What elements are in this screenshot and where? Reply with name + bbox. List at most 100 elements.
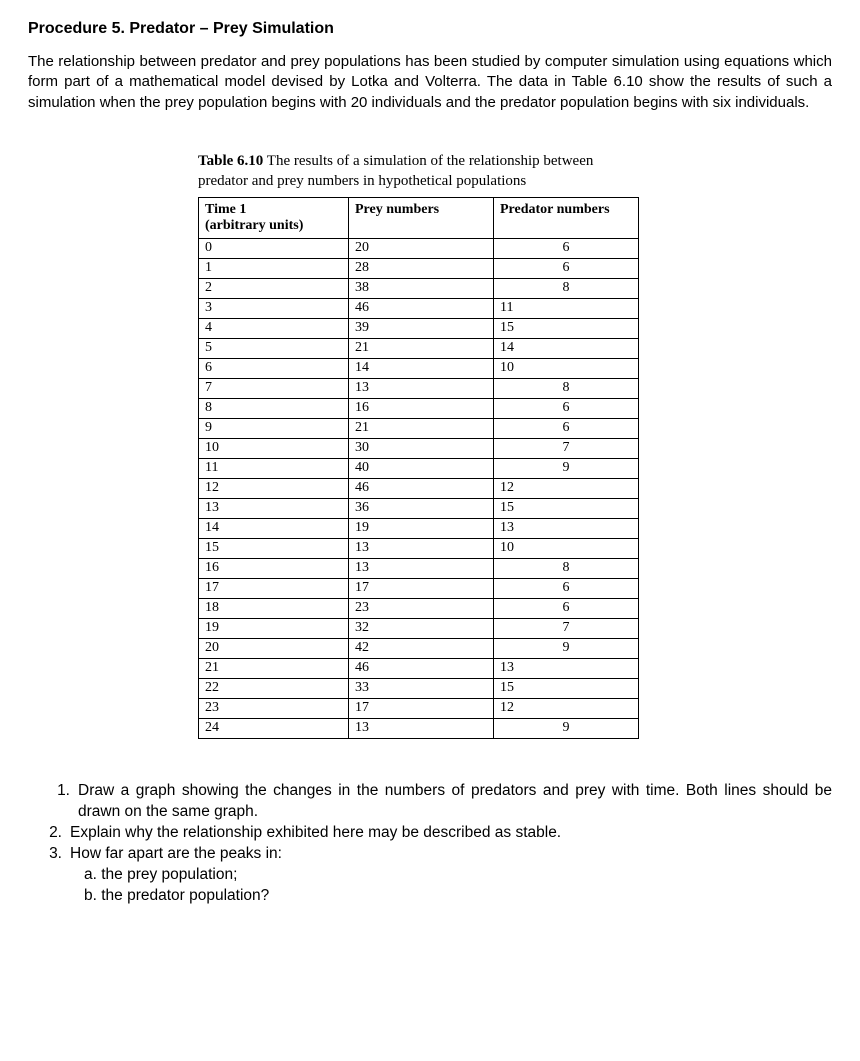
cell-predator: 8 bbox=[494, 559, 639, 579]
cell-predator: 6 bbox=[494, 259, 639, 279]
table-row: 34611 bbox=[199, 299, 639, 319]
table-body: 0206128623883461143915521146141071388166… bbox=[199, 239, 639, 739]
col-header-time: Time 1 (arbitrary units) bbox=[199, 198, 349, 239]
cell-prey: 16 bbox=[349, 399, 494, 419]
table-caption: Table 6.10 The results of a simulation o… bbox=[198, 151, 638, 192]
cell-time: 20 bbox=[199, 639, 349, 659]
cell-predator: 7 bbox=[494, 619, 639, 639]
time-line1: Time 1 bbox=[205, 202, 246, 217]
cell-prey: 20 bbox=[349, 239, 494, 259]
table-row: 10307 bbox=[199, 439, 639, 459]
cell-predator: 8 bbox=[494, 379, 639, 399]
cell-time: 15 bbox=[199, 539, 349, 559]
cell-predator: 6 bbox=[494, 419, 639, 439]
cell-time: 18 bbox=[199, 599, 349, 619]
cell-prey: 46 bbox=[349, 479, 494, 499]
question-3: 3. How far apart are the peaks in: bbox=[28, 844, 832, 865]
table-row: 223315 bbox=[199, 679, 639, 699]
cell-time: 23 bbox=[199, 699, 349, 719]
table-row: 43915 bbox=[199, 319, 639, 339]
cell-time: 1 bbox=[199, 259, 349, 279]
procedure-heading: Procedure 5. Predator – Prey Simulation bbox=[28, 20, 832, 38]
cell-predator: 6 bbox=[494, 599, 639, 619]
table-row: 124612 bbox=[199, 479, 639, 499]
cell-prey: 17 bbox=[349, 579, 494, 599]
cell-prey: 39 bbox=[349, 319, 494, 339]
cell-predator: 13 bbox=[494, 659, 639, 679]
cell-prey: 13 bbox=[349, 719, 494, 739]
cell-time: 19 bbox=[199, 619, 349, 639]
cell-predator: 15 bbox=[494, 679, 639, 699]
table-row: 20429 bbox=[199, 639, 639, 659]
cell-prey: 42 bbox=[349, 639, 494, 659]
question-3a: a. the prey population; bbox=[28, 865, 832, 886]
table-row: 0206 bbox=[199, 239, 639, 259]
cell-time: 9 bbox=[199, 419, 349, 439]
q1-number: 1. bbox=[28, 781, 78, 823]
cell-time: 10 bbox=[199, 439, 349, 459]
cell-time: 12 bbox=[199, 479, 349, 499]
intro-paragraph: The relationship between predator and pr… bbox=[28, 52, 832, 113]
cell-time: 16 bbox=[199, 559, 349, 579]
cell-predator: 12 bbox=[494, 699, 639, 719]
time-line2: (arbitrary units) bbox=[205, 218, 303, 233]
cell-time: 22 bbox=[199, 679, 349, 699]
cell-predator: 9 bbox=[494, 719, 639, 739]
cell-prey: 13 bbox=[349, 539, 494, 559]
cell-predator: 10 bbox=[494, 539, 639, 559]
cell-predator: 13 bbox=[494, 519, 639, 539]
cell-prey: 28 bbox=[349, 259, 494, 279]
table-row: 16138 bbox=[199, 559, 639, 579]
cell-prey: 13 bbox=[349, 559, 494, 579]
table-row: 1286 bbox=[199, 259, 639, 279]
cell-time: 2 bbox=[199, 279, 349, 299]
caption-bold: Table 6.10 bbox=[198, 153, 263, 169]
cell-time: 5 bbox=[199, 339, 349, 359]
cell-time: 3 bbox=[199, 299, 349, 319]
cell-time: 14 bbox=[199, 519, 349, 539]
cell-prey: 33 bbox=[349, 679, 494, 699]
cell-predator: 6 bbox=[494, 579, 639, 599]
cell-predator: 7 bbox=[494, 439, 639, 459]
table-row: 61410 bbox=[199, 359, 639, 379]
questions-block: 1. Draw a graph showing the changes in t… bbox=[28, 781, 832, 907]
cell-prey: 36 bbox=[349, 499, 494, 519]
cell-predator: 9 bbox=[494, 459, 639, 479]
table-row: 19327 bbox=[199, 619, 639, 639]
cell-prey: 13 bbox=[349, 379, 494, 399]
cell-predator: 10 bbox=[494, 359, 639, 379]
cell-predator: 6 bbox=[494, 399, 639, 419]
table-row: 9216 bbox=[199, 419, 639, 439]
cell-time: 7 bbox=[199, 379, 349, 399]
cell-predator: 14 bbox=[494, 339, 639, 359]
table-row: 8166 bbox=[199, 399, 639, 419]
cell-time: 13 bbox=[199, 499, 349, 519]
table-row: 231712 bbox=[199, 699, 639, 719]
q1-text: Draw a graph showing the changes in the … bbox=[78, 781, 832, 823]
cell-prey: 46 bbox=[349, 659, 494, 679]
table-header-row: Time 1 (arbitrary units) Prey numbers Pr… bbox=[199, 198, 639, 239]
cell-predator: 9 bbox=[494, 639, 639, 659]
cell-prey: 19 bbox=[349, 519, 494, 539]
table-row: 214613 bbox=[199, 659, 639, 679]
table-row: 133615 bbox=[199, 499, 639, 519]
table-row: 17176 bbox=[199, 579, 639, 599]
cell-prey: 30 bbox=[349, 439, 494, 459]
table-row: 52114 bbox=[199, 339, 639, 359]
cell-time: 6 bbox=[199, 359, 349, 379]
table-row: 2388 bbox=[199, 279, 639, 299]
q2-number: 2. bbox=[28, 823, 70, 844]
cell-prey: 21 bbox=[349, 419, 494, 439]
cell-time: 0 bbox=[199, 239, 349, 259]
q2-text: Explain why the relationship exhibited h… bbox=[70, 823, 832, 844]
question-3b: b. the predator population? bbox=[28, 886, 832, 907]
table-row: 141913 bbox=[199, 519, 639, 539]
table-section: Table 6.10 The results of a simulation o… bbox=[198, 151, 832, 740]
table-row: 7138 bbox=[199, 379, 639, 399]
cell-prey: 17 bbox=[349, 699, 494, 719]
cell-predator: 12 bbox=[494, 479, 639, 499]
cell-predator: 11 bbox=[494, 299, 639, 319]
cell-time: 24 bbox=[199, 719, 349, 739]
cell-time: 11 bbox=[199, 459, 349, 479]
cell-prey: 21 bbox=[349, 339, 494, 359]
